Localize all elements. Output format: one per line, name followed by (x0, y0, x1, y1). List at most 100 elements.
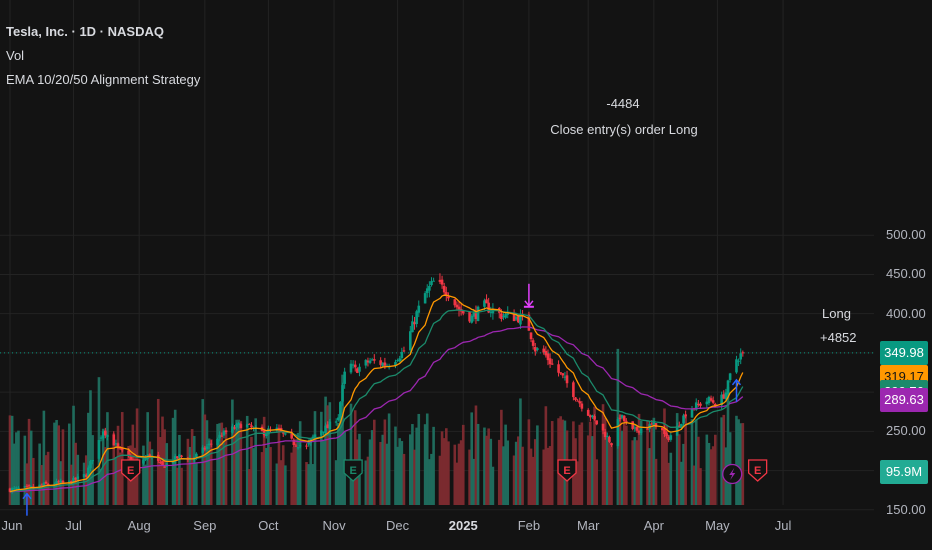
candle-body (59, 480, 63, 483)
candle-body (663, 428, 666, 434)
volume-bar (440, 431, 444, 505)
candle-body (506, 312, 510, 315)
candle-body (542, 348, 546, 353)
candle-body (8, 488, 12, 492)
volume-bar (529, 448, 533, 505)
volume-bar (468, 449, 471, 505)
volume-bar (368, 439, 372, 505)
volume-bar (248, 469, 251, 505)
candle-body (180, 455, 183, 457)
candle-body (735, 359, 738, 373)
earnings-marker-letter: E (127, 465, 134, 477)
candle-body (557, 364, 560, 373)
candle-body (536, 348, 539, 350)
candle-body (68, 480, 71, 482)
time-axis-tick: Oct (258, 518, 279, 533)
candle-body (370, 359, 374, 361)
candle-body (106, 435, 109, 437)
volume-bar (324, 396, 327, 505)
volume-bar (650, 427, 654, 505)
volume-bar (459, 440, 463, 505)
candle-body (616, 419, 620, 447)
candle-body (178, 454, 181, 458)
volume-bar (178, 434, 181, 505)
volume-bar (159, 437, 162, 505)
candle-body (97, 440, 101, 459)
volume-bar (491, 466, 495, 505)
candle-body (593, 416, 596, 420)
volume-bar (620, 430, 624, 505)
volume-bar (112, 433, 116, 505)
candle-body (485, 299, 488, 304)
candle-body (46, 484, 50, 486)
volume-bar (413, 449, 416, 505)
volume-bar (218, 423, 221, 505)
candle-body (296, 447, 300, 449)
volume-bar (17, 430, 20, 505)
volume-bar (709, 449, 713, 505)
candle-body (690, 408, 694, 418)
volume-bar (667, 462, 670, 505)
candle-body (677, 425, 681, 428)
strategy-indicator-label[interactable]: EMA 10/20/50 Alignment Strategy (6, 72, 201, 87)
volume-bar (661, 426, 664, 505)
volume-bar (487, 428, 490, 505)
volume-bar (576, 461, 579, 505)
candle-body (637, 430, 641, 433)
volume-bar (195, 463, 198, 505)
volume-bar (89, 390, 92, 505)
candle-body (216, 438, 219, 445)
candle-body (529, 332, 533, 340)
volume-bar (500, 409, 503, 505)
volume-bar (625, 425, 628, 505)
volume-bar (379, 441, 382, 505)
candle-body (353, 364, 357, 368)
volume-bar (222, 440, 226, 505)
volume-indicator-label[interactable]: Vol (6, 48, 25, 63)
candle-body (248, 423, 251, 425)
volume-bar (148, 441, 152, 505)
volume-bar (699, 468, 702, 505)
candle-body (559, 372, 562, 374)
volume-bar (618, 413, 622, 505)
volume-bar (57, 425, 61, 505)
candle-body (468, 311, 471, 322)
candle-body (277, 427, 281, 430)
candle-body (601, 423, 605, 431)
volume-bar (326, 405, 329, 505)
volume-bar (533, 439, 537, 505)
volume-bar (646, 420, 649, 505)
candle-body (665, 433, 668, 437)
volume-bar (669, 452, 673, 505)
volume-bar (216, 423, 219, 505)
volume-bar (339, 401, 342, 505)
volume-bar (224, 430, 228, 505)
earnings-marker (343, 459, 363, 482)
candle-body (201, 447, 205, 453)
candle-body (533, 346, 537, 352)
volume-bar (519, 398, 522, 505)
candle-body (341, 385, 344, 402)
candle-body (307, 442, 310, 445)
volume-bar (180, 467, 183, 505)
volume-bar (735, 415, 738, 505)
candle-body (142, 459, 145, 464)
candle-body (381, 363, 385, 367)
volume-bar (690, 419, 694, 505)
long-entry-label: Long (822, 306, 851, 321)
candle-body (487, 302, 490, 313)
volume-bar (46, 451, 50, 505)
candle-body (413, 322, 416, 325)
candle-body (104, 430, 107, 436)
volume-bar (402, 453, 406, 505)
volume-bar (396, 446, 399, 505)
symbol-title[interactable]: Tesla, Inc. · 1D · NASDAQ (6, 24, 164, 39)
candle-body (442, 285, 446, 293)
candle-body (290, 432, 293, 439)
volume-bar (697, 436, 700, 505)
volume-bar (580, 422, 584, 505)
volume-bar (313, 411, 317, 505)
volume-bar (186, 438, 190, 505)
candle-body (411, 321, 414, 333)
